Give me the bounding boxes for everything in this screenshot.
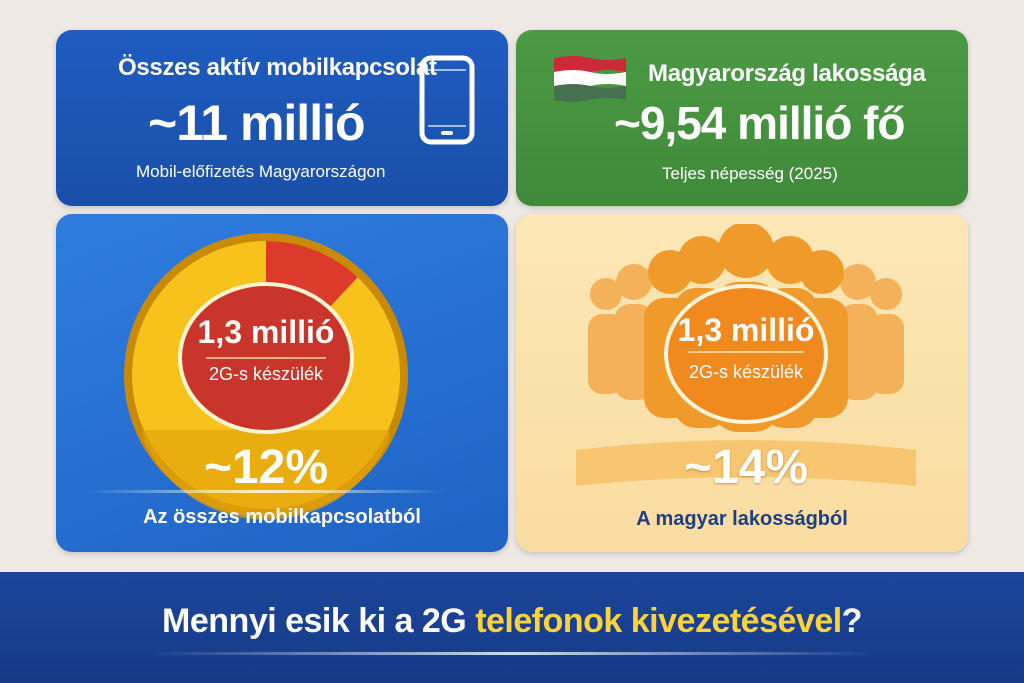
- mobile-connections-title: Összes aktív mobilkapcsolat: [118, 54, 437, 81]
- pie-center-value: 1,3 millió: [197, 314, 335, 350]
- pie-caption: Az összes mobilkapcsolatból: [143, 506, 421, 528]
- headline-part1: Mennyi esik ki a 2G: [162, 602, 476, 640]
- people-center-disc: [664, 284, 828, 424]
- pie-center-label: 2G-s készülék: [208, 364, 324, 384]
- people-center-label: 2G-s készülék: [688, 362, 804, 382]
- people-center-value: 1,3 millió: [677, 312, 815, 348]
- pie-panel: 1,3 millió 2G-s készülék ~12% Az összes …: [56, 214, 508, 552]
- headline-banner: Mennyi esik ki a 2G telefonok kivezetésé…: [0, 572, 1024, 683]
- crowd-icon: [576, 224, 916, 486]
- smartphone-icon: [419, 55, 475, 145]
- headline-underline: [150, 652, 874, 655]
- headline: Mennyi esik ki a 2G telefonok kivezetésé…: [0, 602, 1024, 641]
- headline-end: ?: [841, 602, 863, 640]
- mobile-connections-value: ~11 millió: [148, 95, 366, 151]
- pie-percent: ~12%: [203, 441, 329, 494]
- pie-caption-rule: [86, 490, 446, 493]
- mobile-connections-subtitle: Mobil-előfizetés Magyarországon: [136, 162, 386, 181]
- population-subtitle: Teljes népesség (2025): [662, 164, 838, 183]
- population-value: ~9,54 millió fő: [614, 97, 905, 149]
- people-percent: ~14%: [683, 441, 809, 494]
- pie-chart: [124, 233, 408, 520]
- mobile-connections-panel: Összes aktív mobilkapcsolat ~11 millió M…: [56, 30, 508, 206]
- people-lower-band: [576, 440, 916, 486]
- people-panel: 1,3 millió 2G-s készülék ~14% A magyar l…: [516, 214, 968, 552]
- people-caption: A magyar lakosságból: [636, 508, 848, 530]
- pie-lower-band: [143, 430, 389, 520]
- headline-highlight: telefonok kivezetésével: [475, 602, 842, 640]
- hungarian-flag-icon: [554, 56, 626, 102]
- population-title: Magyarország lakossága: [648, 60, 926, 87]
- population-panel: Magyarország lakossága ~9,54 millió fő T…: [516, 30, 968, 206]
